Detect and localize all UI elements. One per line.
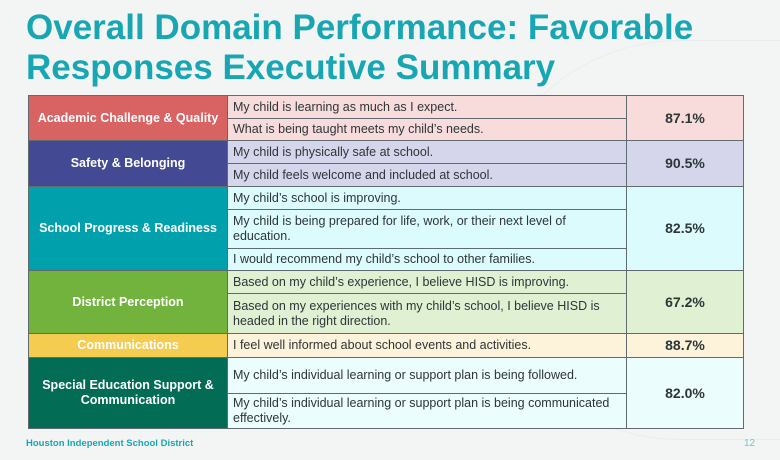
table-row: My child’s individual learning or suppor… xyxy=(29,393,744,429)
survey-question: My child’s individual learning or suppor… xyxy=(227,393,627,429)
survey-question: My child’s school is improving. xyxy=(227,186,627,210)
page-number: 12 xyxy=(744,438,756,449)
survey-question: What is being taught meets my child’s ne… xyxy=(227,118,627,141)
footer-organization: Houston Independent School District xyxy=(26,438,194,449)
domain-name: Academic Challenge & Quality xyxy=(28,95,228,141)
favorable-score: 67.2% xyxy=(626,270,744,334)
survey-question: My child is physically safe at school. xyxy=(227,140,627,164)
survey-question: My child is learning as much as I expect… xyxy=(227,95,627,119)
domain-name: Special Education Support & Communicatio… xyxy=(28,357,228,429)
survey-question: I would recommend my child’s school to o… xyxy=(227,248,627,271)
table-row: Communications I feel well informed about… xyxy=(28,333,744,358)
domain-name: Safety & Belonging xyxy=(28,140,228,187)
survey-question: My child feels welcome and included at s… xyxy=(227,163,627,187)
domain-name: School Progress & Readiness xyxy=(28,186,228,271)
survey-question: Based on my experiences with my child’s … xyxy=(227,293,627,334)
favorable-score: 88.7% xyxy=(626,333,744,358)
table-row: I would recommend my child’s school to o… xyxy=(29,248,744,271)
table-row: Academic Challenge & Quality My child is … xyxy=(28,95,744,141)
favorable-score: 87.1% xyxy=(626,95,744,141)
domain-summary-table: Academic Challenge & Quality My child is … xyxy=(28,95,744,429)
survey-question: My child’s individual learning or suppor… xyxy=(227,357,627,394)
table-row: Special Education Support & Communicatio… xyxy=(28,357,744,429)
table-row: Safety & Belonging My child is physically… xyxy=(28,140,744,187)
page-title: Overall Domain Performance: Favorable Re… xyxy=(26,8,694,87)
table-row: School Progress & Readiness My child’s sc… xyxy=(28,186,744,271)
survey-question: I feel well informed about school events… xyxy=(227,333,627,358)
table-row: What is being taught meets my child’s ne… xyxy=(29,118,744,141)
domain-name: District Perception xyxy=(28,270,228,334)
favorable-score: 82.0% xyxy=(626,357,744,429)
survey-question: My child is being prepared for life, wor… xyxy=(227,209,627,249)
favorable-score: 90.5% xyxy=(626,140,744,187)
survey-question: Based on my child’s experience, I believ… xyxy=(227,270,627,294)
table-row: My child feels welcome and included at s… xyxy=(29,163,744,187)
table-row: District Perception Based on my child’s e… xyxy=(28,270,744,334)
favorable-score: 82.5% xyxy=(626,186,744,271)
table-row: Based on my experiences with my child’s … xyxy=(29,293,744,334)
domain-name: Communications xyxy=(28,333,228,358)
table-row: My child is being prepared for life, wor… xyxy=(29,209,744,249)
